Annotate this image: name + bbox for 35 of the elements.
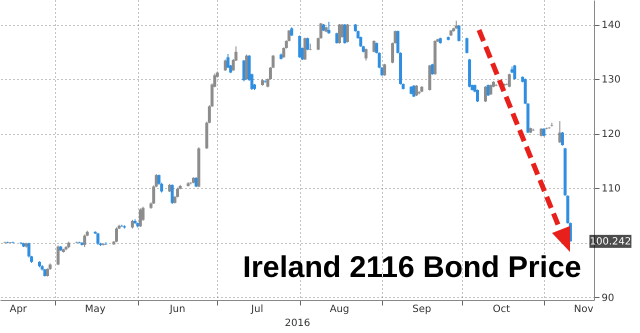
- candlestick: [513, 64, 516, 80]
- y-tick-label: 120: [602, 129, 621, 140]
- candlestick: [303, 37, 306, 60]
- candlestick: [414, 84, 418, 96]
- candlestick: [457, 24, 460, 42]
- candlestick: [364, 48, 368, 62]
- x-tick-label: Sep: [412, 304, 432, 315]
- candlestick: [170, 184, 174, 204]
- x-tick-label: Jun: [168, 304, 186, 315]
- x-tick-label: Apr: [10, 304, 28, 315]
- y-tick-label: 90: [602, 292, 614, 304]
- y-tick-label: 110: [602, 184, 621, 195]
- candlestick: [476, 88, 480, 102]
- text: Ireland 2116 Bond Price: [242, 251, 582, 284]
- x-tick-label: Aug: [330, 304, 350, 315]
- x-axis-title: 2016: [284, 318, 310, 329]
- x-tick-label: Jul: [250, 304, 264, 315]
- candlestick: [194, 176, 198, 188]
- candlestick: [465, 37, 468, 54]
- candlestick: [306, 37, 310, 51]
- candlestick: [298, 34, 302, 58]
- candlestick: [226, 54, 230, 69]
- y-tick-label: 130: [602, 74, 621, 86]
- annotation: 100.242: [590, 236, 632, 248]
- candlestick: [489, 84, 492, 96]
- candlestick: [96, 232, 100, 246]
- candlestick: [560, 132, 564, 146]
- candlestick: [224, 58, 227, 72]
- x-tick-label: Nov: [574, 304, 594, 315]
- y-tick-label: 140: [602, 20, 621, 32]
- x-tick-label: Oct: [492, 304, 510, 315]
- candlestick: [484, 86, 487, 102]
- candlestick: [486, 84, 490, 96]
- x-tick-label: May: [84, 304, 106, 315]
- candlestick: [327, 21, 330, 34]
